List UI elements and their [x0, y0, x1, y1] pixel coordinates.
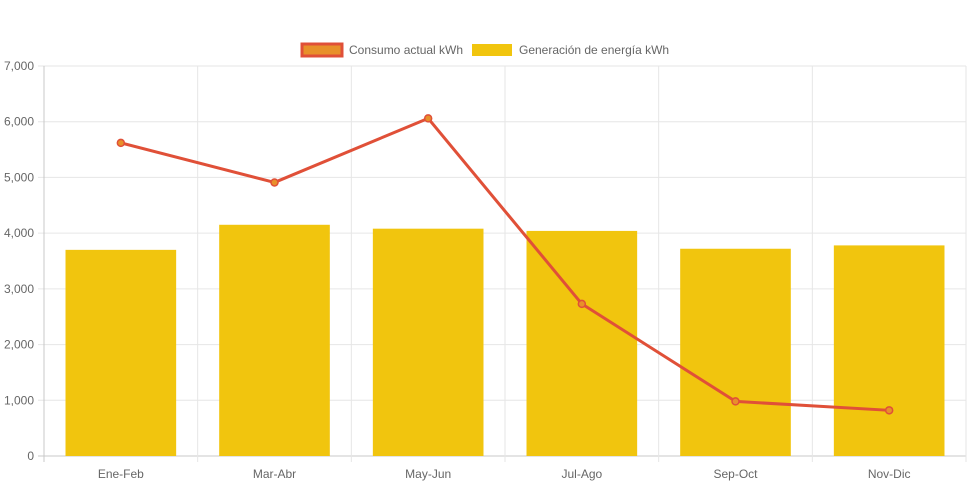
x-tick-label: Nov-Dic	[868, 467, 911, 481]
y-tick-label: 0	[27, 449, 34, 463]
bar[interactable]	[526, 230, 638, 456]
y-tick-label: 6,000	[4, 115, 34, 129]
legend-item-consumo[interactable]: Consumo actual kWh	[300, 42, 463, 58]
bar-series	[65, 224, 945, 456]
bar[interactable]	[219, 224, 330, 456]
legend-label-generacion: Generación de energía kWh	[519, 43, 669, 57]
y-tick-label: 4,000	[4, 226, 34, 240]
legend-swatch-consumo	[300, 42, 344, 58]
grid	[38, 65, 967, 462]
line-point[interactable]	[116, 138, 126, 148]
x-tick-label: Mar-Abr	[253, 467, 296, 481]
legend-label-consumo: Consumo actual kWh	[349, 43, 463, 57]
y-tick-label: 5,000	[4, 170, 34, 184]
legend-swatch-generacion	[472, 44, 512, 56]
line-series	[116, 114, 894, 415]
line-point[interactable]	[731, 397, 740, 406]
line-point[interactable]	[423, 114, 433, 123]
x-tick-label: Jul-Ago	[561, 467, 602, 481]
y-tick-label: 2,000	[4, 338, 34, 352]
legend[interactable]: Consumo actual kWh Generación de energía…	[300, 42, 669, 58]
bar[interactable]	[833, 245, 945, 456]
x-tick-label: Sep-Oct	[713, 467, 758, 481]
bar[interactable]	[372, 228, 484, 456]
line-point[interactable]	[884, 406, 894, 415]
line-path	[120, 116, 890, 412]
y-tick-label: 3,000	[4, 282, 34, 296]
axes: 0 1,000 2,000 3,000 4,000 5,000 6,000 7,000 Ene-…	[4, 59, 911, 481]
y-tick-label: 1,000	[4, 393, 34, 407]
x-tick-label: Ene-Feb	[98, 467, 144, 481]
y-tick-label: 7,000	[4, 59, 34, 73]
line-point[interactable]	[577, 299, 587, 309]
x-tick-label: May-Jun	[405, 467, 451, 481]
bar[interactable]	[65, 249, 177, 456]
legend-item-generacion[interactable]: Generación de energía kWh	[472, 43, 669, 57]
bar[interactable]	[680, 248, 791, 456]
line-point[interactable]	[270, 178, 279, 187]
